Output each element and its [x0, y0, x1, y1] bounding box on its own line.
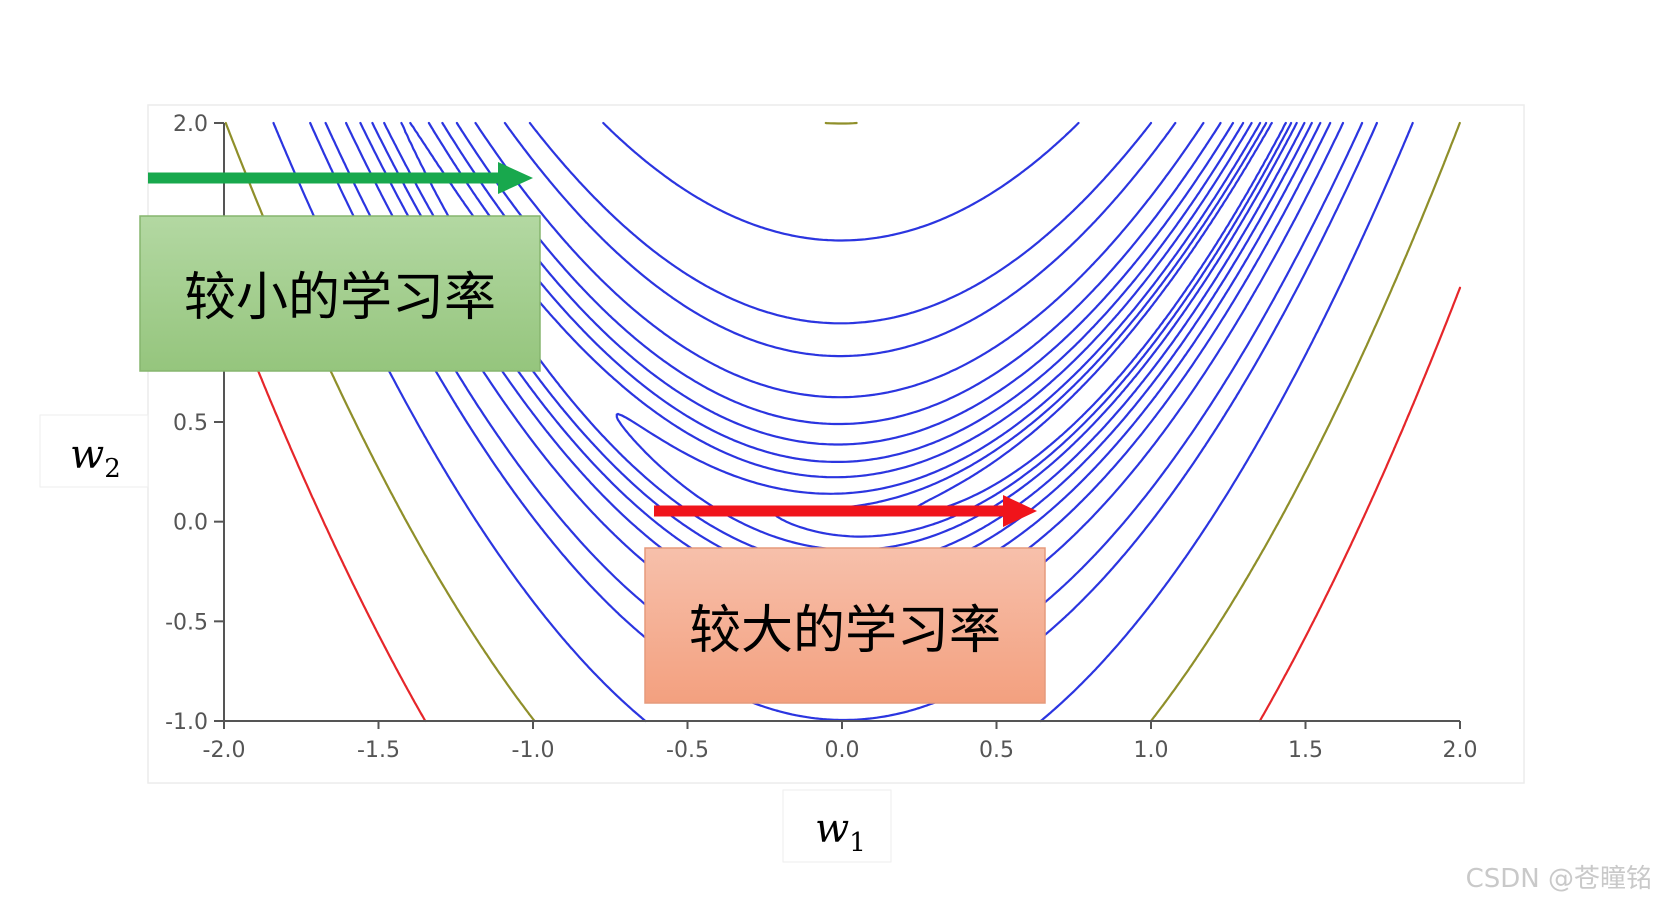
y-tick-label: -0.5: [165, 610, 208, 635]
x-tick-label: 2.0: [1443, 738, 1478, 763]
small-lr-arrow: [148, 162, 533, 194]
y-axis-ticks: -1.0 -0.5 0.0 0.5 2.0: [165, 112, 224, 735]
y-tick-label: 0.0: [173, 511, 208, 536]
x-tick-label: 0.5: [979, 738, 1014, 763]
large-lr-arrow: [654, 495, 1037, 527]
small-lr-box: [139, 215, 541, 372]
y-tick-label: 0.5: [173, 411, 208, 436]
x-tick-label: 1.5: [1288, 738, 1323, 763]
xlabel-var: w: [815, 806, 849, 852]
x-tick-label: -1.0: [512, 738, 555, 763]
y-tick-label: 2.0: [173, 112, 208, 137]
xlabel-box: [782, 789, 892, 863]
large-lr-box: [644, 547, 1046, 704]
ylabel-box: [39, 414, 149, 488]
ylabel-sub: 2: [104, 454, 121, 484]
large-lr-label: 较大的学习率: [689, 601, 1001, 661]
watermark: CSDN @苍瞳铭: [1466, 864, 1652, 894]
small-lr-label: 较小的学习率: [184, 268, 496, 328]
contour-line-red: [222, 283, 1462, 723]
xlabel: w1: [815, 806, 866, 858]
x-axis-ticks: -2.0 -1.5 -1.0 -0.5 0.0 0.5 1.0 1.5 2.0: [203, 721, 1478, 763]
x-tick-label: -0.5: [666, 738, 709, 763]
x-tick-label: -2.0: [203, 738, 246, 763]
x-tick-label: 0.0: [825, 738, 860, 763]
xlabel-sub: 1: [849, 828, 866, 858]
ylabel: w2: [70, 432, 121, 484]
ylabel-var: w: [70, 432, 104, 478]
x-tick-label: 1.0: [1134, 738, 1169, 763]
x-tick-label: -1.5: [357, 738, 400, 763]
y-tick-label: -1.0: [165, 710, 208, 735]
